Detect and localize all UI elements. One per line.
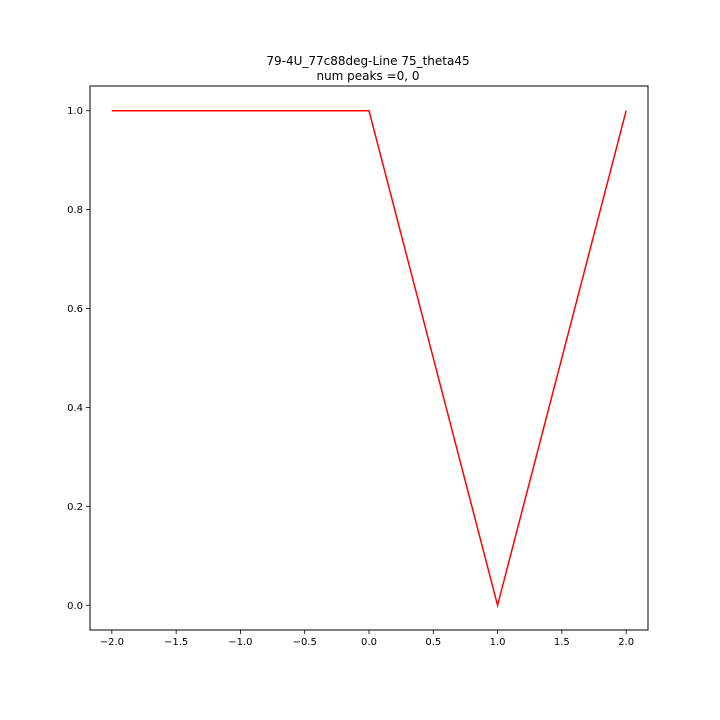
y-axis: 0.0 0.2 0.4 0.6 0.8 1.0 — [67, 106, 90, 612]
x-tick-label: 0.0 — [361, 637, 377, 648]
x-tick-label: 1.0 — [490, 637, 506, 648]
x-tick-label: 1.5 — [554, 637, 570, 648]
x-tick-label: −1.5 — [164, 637, 188, 648]
plot-frame — [89, 85, 649, 631]
y-tick-label: 0.6 — [67, 304, 83, 315]
x-tick-label: −2.0 — [100, 637, 124, 648]
x-tick-label: 2.0 — [618, 637, 634, 648]
y-tick-label: 0.2 — [67, 502, 83, 513]
y-tick-label: 0.0 — [67, 601, 83, 612]
x-tick-label: −0.5 — [293, 637, 317, 648]
chart-title-line-1: 79-4U_77c88deg-Line 75_theta45 — [266, 54, 469, 68]
series-layer — [111, 109, 627, 609]
chart-title: 79-4U_77c88deg-Line 75_theta45 num peaks… — [266, 54, 469, 83]
y-tick-label: 0.4 — [67, 403, 83, 414]
x-tick-label: −1.0 — [228, 637, 252, 648]
chart-title-line-2: num peaks =0, 0 — [316, 69, 419, 83]
x-tick-label: 0.5 — [425, 637, 441, 648]
y-tick-label: 0.8 — [67, 205, 83, 216]
y-tick-label: 1.0 — [67, 106, 83, 117]
series-line-0 — [111, 109, 627, 609]
x-axis: −2.0 −1.5 −1.0 −0.5 0.0 0.5 1.0 1.5 2.0 — [100, 630, 634, 648]
